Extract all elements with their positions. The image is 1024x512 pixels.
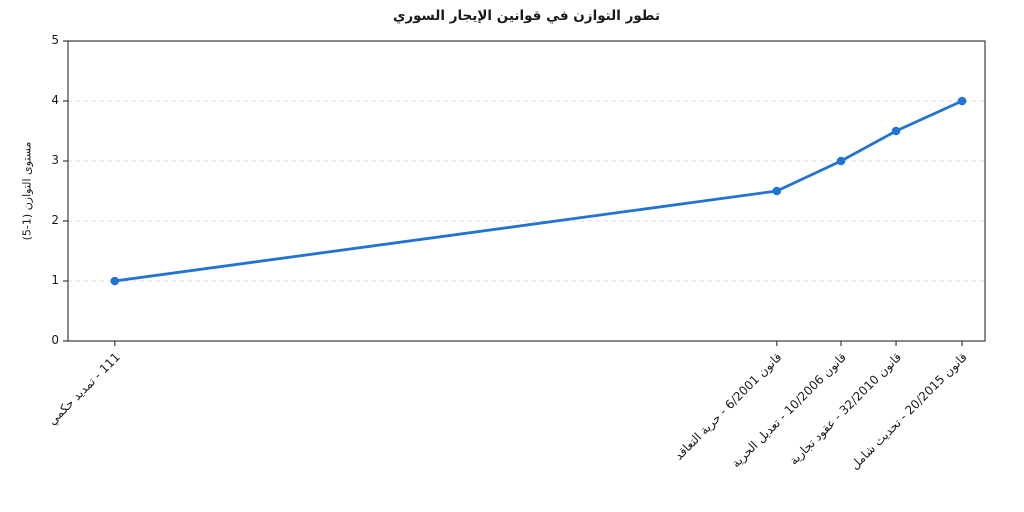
y-tick-label: 1 [51,273,59,287]
data-point [772,186,782,196]
y-tick-label: 2 [51,213,59,227]
y-tick-label: 0 [51,333,59,347]
data-point [110,276,120,286]
data-point [836,156,846,166]
y-tick-label: 5 [51,33,59,47]
y-tick-label: 4 [51,93,59,107]
data-line [113,99,964,283]
data-point [891,126,901,136]
axes-frame [67,40,986,342]
chart-title: تطور التوازن في قوانين الإيجار السوري [392,8,661,24]
data-point [957,96,967,106]
y-tick-label: 3 [51,153,59,167]
